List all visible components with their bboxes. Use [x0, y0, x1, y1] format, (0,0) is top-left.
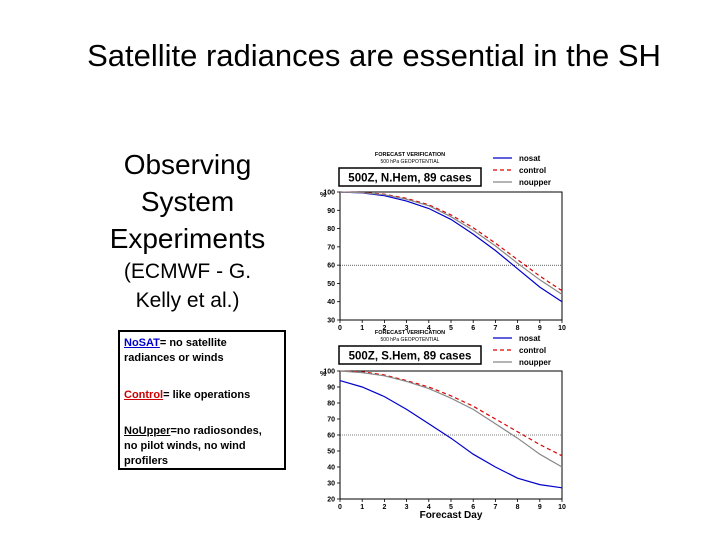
- chart2-xlabel: Forecast Day: [420, 510, 483, 521]
- heading-line-2: System: [140, 186, 235, 217]
- chart1-xtick-label-3: 3: [405, 325, 409, 332]
- control-desc: = like operations: [163, 389, 251, 401]
- chart1-xtick-label-10: 10: [558, 325, 566, 332]
- chart1-ytick-label-30: 30: [327, 318, 335, 325]
- chart1-xtick-label-5: 5: [449, 325, 453, 332]
- chart2-ytick-label-80: 80: [327, 401, 335, 408]
- chart1-ytick-label-50: 50: [327, 281, 335, 288]
- chart2-header-line-2: 500 hPa GEOPOTENTIAL: [381, 337, 440, 343]
- chart1-xtick-label-8: 8: [516, 325, 520, 332]
- chart1-xtick-label-0: 0: [338, 325, 342, 332]
- chart1-xtick-label-1: 1: [360, 325, 364, 332]
- chart2-xtick-label-0: 0: [338, 504, 342, 511]
- chart2-series-noupper: [339, 370, 563, 468]
- noupper-desc-1: =no radiosondes,: [170, 425, 262, 437]
- chart2-xtick-label-1: 1: [360, 504, 364, 511]
- chart1-ytick-label-70: 70: [327, 244, 335, 251]
- chart2-xtick-label-10: 10: [558, 504, 566, 511]
- control-entry: Control= like operations: [124, 388, 282, 403]
- subheading-line-2: Kelly et al.): [135, 289, 240, 312]
- heading-line-1: Observing: [123, 149, 252, 180]
- chart1-ylabel: %: [320, 192, 327, 199]
- chart2-legend-label-nosat: nosat: [519, 334, 541, 343]
- chart2-ytick-label-60: 60: [327, 433, 335, 440]
- chart2-xtick-label-7: 7: [493, 504, 497, 511]
- chart2-ytick-label-40: 40: [327, 465, 335, 472]
- nosat-desc-1: = no satellite: [159, 337, 227, 349]
- slide-title: Satellite radiances are essential in the…: [87, 38, 661, 73]
- chart1-xtick-label-7: 7: [493, 325, 497, 332]
- control-term: Control: [124, 389, 164, 401]
- chart1-series-control: [339, 191, 563, 292]
- nosat-term: NoSAT: [124, 337, 160, 349]
- noupper-term: NoUpper: [124, 425, 171, 437]
- chart2-xtick-label-9: 9: [538, 504, 542, 511]
- chart2-xtick-label-6: 6: [471, 504, 475, 511]
- chart2-ytick-label-100: 100: [323, 369, 335, 376]
- nosat-entry: NoSAT= no satellite radiances or winds: [124, 336, 282, 366]
- chart1-legend-label-nosat: nosat: [519, 154, 541, 163]
- chart1-ytick-label-80: 80: [327, 226, 335, 233]
- chart1-ytick-label-40: 40: [327, 299, 335, 306]
- chart1-header-line-2: 500 hPa GEOPOTENTIAL: [381, 159, 440, 165]
- chart2-ytick-label-50: 50: [327, 449, 335, 456]
- chart2-series-nosat: [339, 380, 563, 489]
- chart2-xtick-label-2: 2: [382, 504, 386, 511]
- chart2-title-box: [338, 345, 482, 365]
- noupper-entry: NoUpper=no radiosondes, no pilot winds, …: [124, 424, 282, 469]
- chart1-xtick-label-9: 9: [538, 325, 542, 332]
- chart2-xtick-label-5: 5: [449, 504, 453, 511]
- chart2-series-control: [339, 370, 563, 457]
- chart1-ytick-label-60: 60: [327, 263, 335, 270]
- subheading-line-1: (ECMWF - G.: [123, 260, 252, 283]
- experiment-legend-box: NoSAT= no satellite radiances or winds C…: [118, 330, 286, 470]
- nosat-desc-2: radiances or winds: [124, 352, 224, 364]
- chart1-xtick-label-6: 6: [471, 325, 475, 332]
- chart1-legend-label-noupper: noupper: [519, 178, 551, 187]
- chart2-legend-label-control: control: [519, 346, 546, 355]
- chart2-ytick-label-30: 30: [327, 481, 335, 488]
- chart1-plot-frame: [339, 191, 563, 321]
- chart2-ytick-label-70: 70: [327, 417, 335, 424]
- chart1-xtick-label-4: 4: [427, 325, 431, 332]
- chart2-xtick-label-3: 3: [405, 504, 409, 511]
- chart1-header-line-1: FORECAST VERIFICATION: [375, 152, 445, 158]
- chart2-title: 500Z, S.Hem, 89 cases: [349, 351, 472, 363]
- chart1-ytick-label-90: 90: [327, 208, 335, 215]
- chart2-ylabel: %: [320, 371, 327, 378]
- chart2-xtick-label-8: 8: [516, 504, 520, 511]
- chart1-title: 500Z, N.Hem, 89 cases: [348, 173, 471, 185]
- chart1-series-noupper: [339, 191, 563, 295]
- chart2-xtick-label-4: 4: [427, 504, 431, 511]
- chart2-legend-label-noupper: noupper: [519, 358, 551, 367]
- chart1-series-nosat: [339, 191, 563, 303]
- left-heading: Observing System Experiments (ECMWF - G.…: [100, 146, 275, 315]
- chart2-header-line-1: FORECAST VERIFICATION: [375, 330, 445, 336]
- chart1-title-box: [338, 167, 482, 187]
- chart2-ytick-label-20: 20: [327, 497, 335, 504]
- chart1-legend-label-control: control: [519, 166, 546, 175]
- noupper-desc-2: no pilot winds, no wind: [124, 440, 246, 452]
- chart2-ytick-label-90: 90: [327, 385, 335, 392]
- chart1-ytick-label-100: 100: [323, 190, 335, 197]
- chart1-xtick-label-2: 2: [382, 325, 386, 332]
- heading-line-3: Experiments: [109, 223, 266, 254]
- noupper-desc-3: profilers: [124, 455, 169, 467]
